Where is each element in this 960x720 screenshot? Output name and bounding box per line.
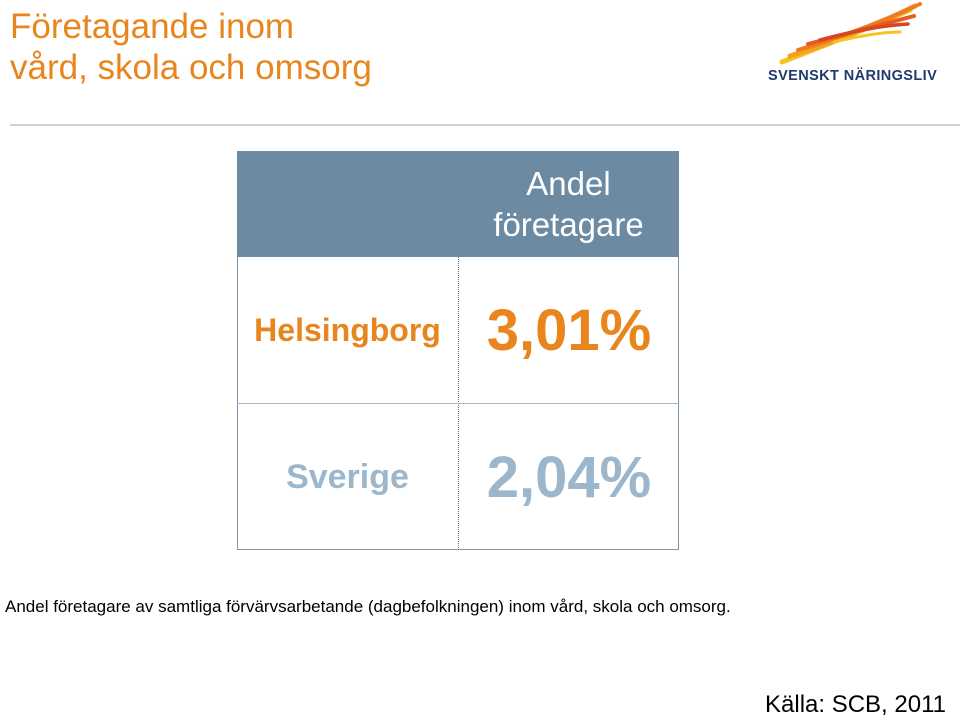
row-label-helsingborg: Helsingborg [237, 257, 458, 403]
row-value-helsingborg: 3,01% [486, 297, 652, 363]
row-label-sverige: Sverige [286, 457, 409, 496]
page-title-line-2: vård, skola och omsorg [10, 48, 372, 87]
table-header-band [237, 151, 679, 257]
flame-logo-icon [779, 2, 922, 65]
logo-wordmark: SVENSKT NÄRINGSLIV [768, 68, 938, 84]
header-divider [10, 124, 960, 126]
row-value-sverige: 2,04% [486, 444, 652, 510]
svenskt-naringsliv-logo: SVENSKT NÄRINGSLIV [760, 2, 950, 88]
table-caption: Andel företagare av samtliga förvärvsarb… [5, 597, 731, 616]
column-header-andel-foretagare: Andel företagare [493, 165, 644, 243]
comparison-table: Andel företagare Helsingborg 3,01% Sveri… [237, 151, 679, 551]
source-citation: Källa: SCB, 2011 [765, 691, 946, 718]
row-label-helsingborg-text: Helsingborg [254, 311, 441, 348]
page-title: Företagande inom vård, skola och omsorg [10, 6, 372, 88]
row-divider [237, 403, 679, 404]
page-title-line-1: Företagande inom [10, 7, 295, 46]
